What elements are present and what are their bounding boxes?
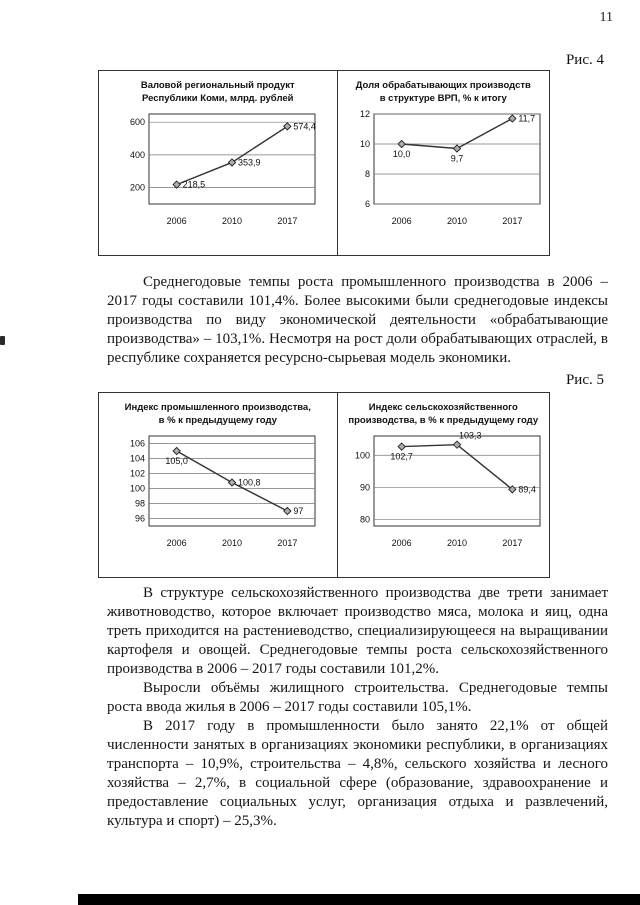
chart-title-manufacturing-share: Доля обрабатывающих производств в структу…: [355, 80, 531, 104]
figure-4-label: Рис. 4: [565, 52, 604, 68]
svg-text:97: 97: [293, 506, 303, 516]
svg-text:2010: 2010: [447, 538, 467, 548]
svg-text:10: 10: [360, 139, 370, 149]
chart-panel-industrial-index: Индекс промышленного производства, в % к …: [99, 393, 338, 577]
svg-text:600: 600: [130, 117, 145, 127]
chart-title-industrial-index: Индекс промышленного производства, в % к …: [124, 402, 311, 426]
svg-text:12: 12: [360, 109, 370, 119]
svg-text:8: 8: [365, 169, 370, 179]
svg-text:100: 100: [355, 450, 370, 460]
svg-text:200: 200: [130, 182, 145, 192]
svg-text:2010: 2010: [222, 538, 242, 548]
svg-text:106: 106: [130, 438, 145, 448]
chart-canvas-industrial-production-index: 96 98 100 102 104 106 2006 2010 2017 105,0 100,8 97: [130, 435, 316, 548]
chart-title-agricultural-index: Индекс сельскохозяйственного производства…: [348, 402, 539, 426]
chart-canvas-manufacturing-share: 6 8 10 12 2006 2010 2017 10,0 9,7 11,7: [360, 109, 541, 226]
paragraph-industry-growth: Среднегодовые темпы роста промышленного …: [107, 274, 608, 366]
body-text-block-1: Среднегодовые темпы роста промышленного …: [107, 273, 608, 368]
svg-text:96: 96: [135, 513, 145, 523]
svg-text:102: 102: [130, 468, 145, 478]
figure-5-box: Индекс промышленного производства, в % к …: [98, 392, 550, 578]
paragraph-employment: В 2017 году в промышленности было занято…: [107, 718, 608, 829]
paragraph-agriculture: В структуре сельскохозяйственного произв…: [107, 585, 608, 677]
svg-text:100,8: 100,8: [238, 477, 261, 487]
figure-5-label: Рис. 5: [565, 372, 604, 388]
page-number: 11: [599, 10, 613, 25]
svg-text:9,7: 9,7: [451, 153, 464, 163]
svg-text:353,9: 353,9: [238, 157, 261, 167]
figure-4-box: Валовой региональный продукт Республики К…: [98, 70, 550, 256]
svg-text:2017: 2017: [503, 216, 523, 226]
svg-text:100: 100: [130, 483, 145, 493]
chart-title-grp: Валовой региональный продукт Республики К…: [140, 80, 295, 104]
chart-panel-agricultural-index: Индекс сельскохозяйственного производства…: [338, 393, 550, 577]
svg-text:103,3: 103,3: [459, 430, 482, 440]
chart-canvas-agricultural-production-index: 80 90 100 2006 2010 2017 102,7 103,3 89,4: [355, 430, 541, 548]
chart-panel-grp: Валовой региональный продукт Республики К…: [99, 71, 338, 255]
svg-text:2006: 2006: [166, 538, 186, 548]
svg-text:2006: 2006: [392, 538, 412, 548]
svg-text:2010: 2010: [222, 216, 242, 226]
scan-artifact-speck: [0, 336, 5, 345]
paragraph-housing: Выросли объёмы жилищного строительства. …: [107, 680, 608, 715]
svg-text:2006: 2006: [166, 216, 186, 226]
chart-canvas-grp: 200 400 600 2006 2010 2017 218,5 353,9 574,4: [130, 113, 316, 226]
svg-text:90: 90: [360, 482, 370, 492]
body-text-block-2: В структуре сельскохозяйственного произв…: [107, 584, 608, 831]
svg-text:218,5: 218,5: [182, 179, 205, 189]
svg-text:574,4: 574,4: [293, 121, 316, 131]
svg-text:2006: 2006: [392, 216, 412, 226]
scan-artifact-bar: [78, 894, 640, 905]
svg-text:2017: 2017: [277, 538, 297, 548]
svg-text:2017: 2017: [503, 538, 523, 548]
svg-text:11,7: 11,7: [519, 113, 536, 123]
svg-text:104: 104: [130, 453, 145, 463]
svg-text:98: 98: [135, 498, 145, 508]
svg-text:102,7: 102,7: [391, 451, 414, 461]
svg-text:6: 6: [365, 199, 370, 209]
svg-text:10,0: 10,0: [393, 149, 411, 159]
svg-text:400: 400: [130, 150, 145, 160]
svg-text:105,0: 105,0: [165, 456, 188, 466]
chart-panel-manufacturing-share: Доля обрабатывающих производств в структу…: [338, 71, 550, 255]
svg-text:2010: 2010: [447, 216, 467, 226]
svg-text:80: 80: [360, 514, 370, 524]
svg-text:2017: 2017: [277, 216, 297, 226]
svg-text:89,4: 89,4: [519, 484, 537, 494]
